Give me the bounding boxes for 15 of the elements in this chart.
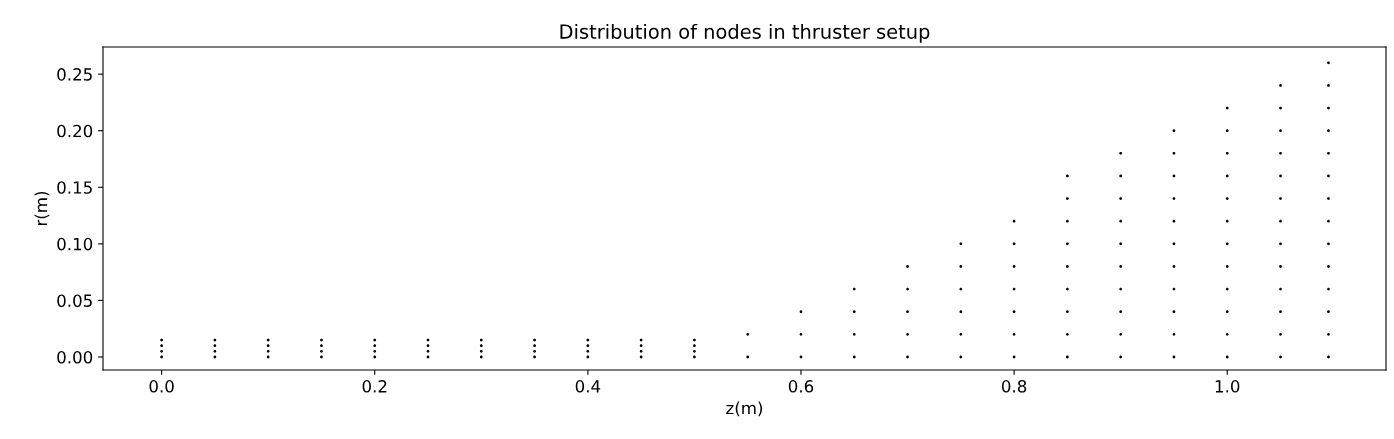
- x-axis-title: z(m): [726, 401, 763, 417]
- x-tick-label: 1.0: [1215, 380, 1240, 393]
- x-tick-label: 0.0: [149, 380, 174, 393]
- y-tick-label: 0.20: [57, 124, 93, 138]
- y-tick-label: 0.05: [57, 294, 92, 307]
- y-tick-label: 0.25: [57, 68, 92, 81]
- x-tick-label: 0.4: [575, 380, 601, 393]
- y-axis-title: r(m): [34, 191, 50, 226]
- x-tick-label: 0.2: [362, 380, 387, 393]
- y-tick-label: 0.15: [57, 181, 92, 194]
- y-tick-label: 0.10: [57, 237, 93, 251]
- x-tick-label: 0.6: [788, 380, 814, 393]
- x-tick-label: 0.8: [1001, 380, 1027, 393]
- y-tick-label: 0.00: [57, 350, 93, 364]
- chart-title: Distribution of nodes in thruster setup: [560, 23, 930, 43]
